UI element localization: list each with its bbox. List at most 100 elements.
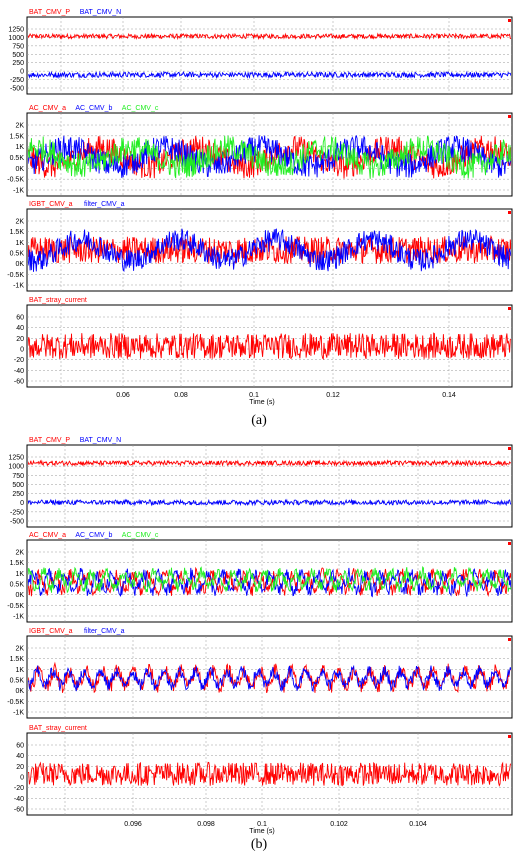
plot-frame xyxy=(26,444,513,528)
legend-entry: AC_CMV_b xyxy=(75,532,112,539)
y-tick-label: 40 xyxy=(16,325,24,332)
y-tick-label: 0 xyxy=(20,347,24,354)
series-trace-BAT_CMV_N xyxy=(28,70,511,80)
series-trace-BAT_CMV_P xyxy=(28,32,511,41)
y-tick-label: -60 xyxy=(14,379,24,386)
legend-entry: AC_CMV_a xyxy=(29,105,66,112)
y-tick-label: 500 xyxy=(12,52,24,59)
legend-entry: filter_CMV_a xyxy=(84,628,125,635)
y-tick-label: 1000 xyxy=(8,35,24,42)
y-tick-label: 0 xyxy=(20,500,24,507)
series-trace-IGBT_CMV_a xyxy=(28,234,511,264)
plot-frame xyxy=(26,635,513,719)
x-tick-label: 0.1 xyxy=(257,821,267,828)
legend-entry: BAT_CMV_N xyxy=(80,9,122,16)
y-tick-label: 0.5K xyxy=(10,251,25,258)
plot-frame xyxy=(26,16,513,95)
x-tick-label: 0.102 xyxy=(330,821,348,828)
figure-caption: (b) xyxy=(251,837,268,852)
y-tick-label: -0.5K xyxy=(7,272,24,279)
y-tick-label: 60 xyxy=(16,743,24,750)
y-tick-label: 0 xyxy=(20,69,24,76)
y-tick-label: 1K xyxy=(15,240,24,247)
series-trace-BAT_stray_current xyxy=(28,761,511,787)
y-tick-label: -0.5K xyxy=(7,699,24,706)
x-tick-label: 0.08 xyxy=(174,392,188,399)
legend-entry: AC_CMV_c xyxy=(122,532,159,539)
y-tick-label: 0.5K xyxy=(10,678,25,685)
y-tick-label: 2K xyxy=(15,219,24,226)
y-tick-label: 2K xyxy=(15,123,24,130)
y-tick-label: 0K xyxy=(15,166,24,173)
y-tick-label: -0.5K xyxy=(7,603,24,610)
legend-entry: BAT_CMV_P xyxy=(29,437,70,444)
y-tick-label: 20 xyxy=(16,764,24,771)
y-tick-label: 1K xyxy=(15,667,24,674)
x-axis-label: Time (s) xyxy=(249,828,274,835)
panel-marker xyxy=(508,115,511,118)
y-tick-label: 2K xyxy=(15,646,24,653)
legend-entry: BAT_stray_current xyxy=(29,297,87,304)
legend-entry: filter_CMV_a xyxy=(84,201,125,208)
y-tick-label: -1K xyxy=(13,188,24,195)
chart-panel-b-3: 2K 1.5K 1K 0.5K 0K -0.5K -1K IGBT_CMV_a filter_C… xyxy=(7,628,513,719)
y-tick-label: 1K xyxy=(15,144,24,151)
y-tick-label: 250 xyxy=(12,60,24,67)
series-trace-BAT_CMV_P xyxy=(28,459,511,467)
y-tick-label: 0.5K xyxy=(10,155,25,162)
y-tick-label: 1.5K xyxy=(10,656,25,663)
chart-panel-b-4: 60 40 20 0 -20 -40 -60 BAT_stray_current xyxy=(14,725,513,816)
figure-caption: (a) xyxy=(251,413,267,428)
y-tick-label: -40 xyxy=(14,796,24,803)
chart-panel-b-2: 2K 1.5K 1K 0.5K 0K -0.5K -1K AC_CMV_a AC_CMV_b AC… xyxy=(7,532,513,623)
legend-entry: IGBT_CMV_a xyxy=(29,628,73,635)
panel-marker xyxy=(508,542,511,545)
y-tick-label: -60 xyxy=(14,807,24,814)
y-tick-label: 1K xyxy=(15,571,24,578)
x-tick-label: 0.104 xyxy=(409,821,427,828)
y-tick-label: -500 xyxy=(10,86,24,93)
series-trace-BAT_CMV_N xyxy=(28,498,511,507)
series-trace-filter_CMV_a xyxy=(28,228,511,273)
y-tick-label: -1K xyxy=(13,710,24,717)
panel-marker xyxy=(508,307,511,310)
legend-entry: BAT_CMV_N xyxy=(80,437,122,444)
y-tick-label: -20 xyxy=(14,357,24,364)
series-trace-filter_CMV_a xyxy=(28,664,511,692)
panel-marker xyxy=(508,19,511,22)
legend-entry: IGBT_CMV_a xyxy=(29,201,73,208)
legend-entry: AC_CMV_a xyxy=(29,532,66,539)
x-tick-label: 0.096 xyxy=(124,821,142,828)
y-tick-label: 750 xyxy=(12,43,24,50)
y-tick-label: -40 xyxy=(14,368,24,375)
y-tick-label: 2K xyxy=(15,550,24,557)
x-axis-label: Time (s) xyxy=(249,399,274,406)
x-tick-label: 0.1 xyxy=(249,392,259,399)
y-tick-label: 0K xyxy=(15,592,24,599)
series-trace-AC_CMV_b xyxy=(28,135,511,178)
chart-panel-b-1: 1250 1000 750 500 250 0 -250 -500 BAT_CMV_P BAT_C… xyxy=(8,437,513,528)
chart-panel-a-4: 60 40 20 0 -20 -40 -60 BAT_stray_current xyxy=(14,297,513,388)
y-tick-label: 1250 xyxy=(8,27,24,34)
legend-entry: BAT_CMV_P xyxy=(29,9,70,16)
y-tick-label: -1K xyxy=(13,614,24,621)
y-tick-label: 20 xyxy=(16,336,24,343)
x-tick-label: 0.14 xyxy=(442,392,456,399)
y-tick-label: 0K xyxy=(15,688,24,695)
y-tick-label: 0.5K xyxy=(10,582,25,589)
panel-marker xyxy=(508,638,511,641)
x-tick-label: 0.06 xyxy=(116,392,130,399)
y-tick-label: -1K xyxy=(13,283,24,290)
panel-marker xyxy=(508,211,511,214)
series-trace-AC_CMV_c xyxy=(28,135,511,179)
x-tick-label: 0.12 xyxy=(326,392,340,399)
legend-entry: AC_CMV_b xyxy=(75,105,112,112)
y-tick-label: 0 xyxy=(20,775,24,782)
chart-panel-a-3: 2K 1.5K 1K 0.5K 0K -0.5K -1K IGBT_CMV_a filter_C… xyxy=(7,201,513,292)
y-tick-label: 1.5K xyxy=(10,133,25,140)
y-tick-label: 0K xyxy=(15,261,24,268)
y-tick-label: 750 xyxy=(12,473,24,480)
y-tick-label: 500 xyxy=(12,482,24,489)
y-tick-label: -500 xyxy=(10,519,24,526)
